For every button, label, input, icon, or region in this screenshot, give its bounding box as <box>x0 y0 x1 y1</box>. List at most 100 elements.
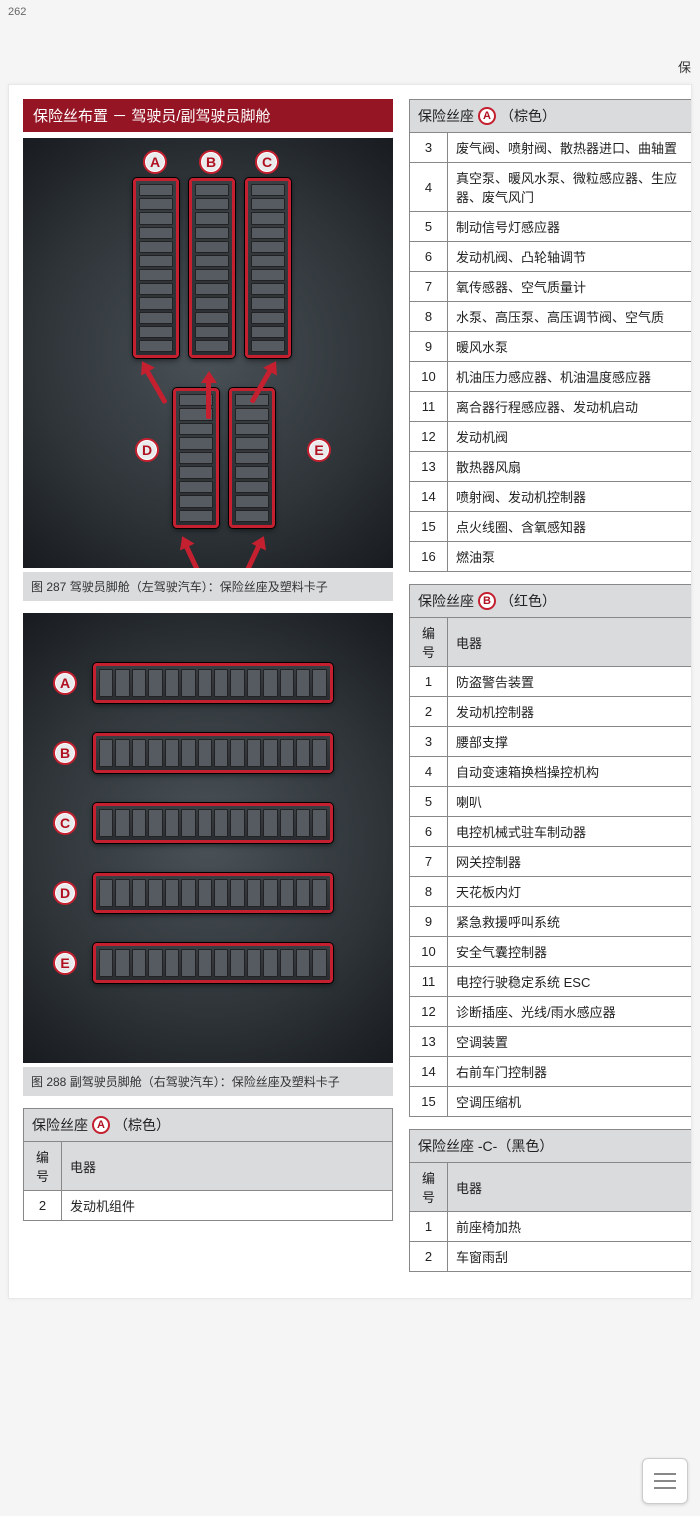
fuse-number: 6 <box>410 817 448 847</box>
col-header-device: 电器 <box>448 618 692 667</box>
fuse-number: 1 <box>410 1212 448 1242</box>
fuse-number: 4 <box>410 757 448 787</box>
table-row: 2发动机组件 <box>24 1191 393 1221</box>
badge-b-icon: B <box>478 592 496 610</box>
fuse-description: 电控机械式驻车制动器 <box>448 817 692 847</box>
fuse-description: 腰部支撑 <box>448 727 692 757</box>
menu-button[interactable] <box>642 1458 688 1504</box>
fuse-description: 散热器风扇 <box>448 452 692 482</box>
fuse-number: 13 <box>410 452 448 482</box>
page-number: 262 <box>0 0 700 24</box>
table-row: 13散热器风扇 <box>410 452 692 482</box>
fuse-description: 空调装置 <box>448 1027 692 1057</box>
section-title: 保险丝布置 － 驾驶员/副驾驶员脚舱 <box>23 99 393 132</box>
fuse-description: 制动信号灯感应器 <box>448 212 692 242</box>
figure-288: B8W-0012 <box>23 613 393 1063</box>
col-header-num: 编号 <box>410 618 448 667</box>
title-text: （红色） <box>500 591 556 611</box>
fuse-description: 天花板内灯 <box>448 877 692 907</box>
fuse-description: 前座椅加热 <box>448 1212 692 1242</box>
table-a-title: 保险丝座 A （棕色） <box>409 99 691 132</box>
hamburger-icon <box>654 1473 676 1475</box>
table-row: 6电控机械式驻车制动器 <box>410 817 692 847</box>
table-row: 15点火线圈、含氧感知器 <box>410 512 692 542</box>
fuse-description: 喷射阀、发动机控制器 <box>448 482 692 512</box>
label-b: B <box>53 741 77 765</box>
fuse-number: 5 <box>410 212 448 242</box>
figure-288-caption: 图 288 副驾驶员脚舱（右驾驶汽车）：保险丝座及塑料卡子 <box>23 1067 393 1096</box>
table-row: 5喇叭 <box>410 787 692 817</box>
fuse-description: 点火线圈、含氧感知器 <box>448 512 692 542</box>
table-row: 13空调装置 <box>410 1027 692 1057</box>
fuse-description: 电控行驶稳定系统 ESC <box>448 967 692 997</box>
fuse-description: 离合器行程感应器、发动机启动 <box>448 392 692 422</box>
fuse-number: 3 <box>410 133 448 163</box>
fuse-description: 右前车门控制器 <box>448 1057 692 1087</box>
fuse-description: 暖风水泵 <box>448 332 692 362</box>
label-c: C <box>255 150 279 174</box>
table-row: 6发动机阀、凸轮轴调节 <box>410 242 692 272</box>
fuse-description: 诊断插座、光线/雨水感应器 <box>448 997 692 1027</box>
fuse-table-b: 编号 电器 1防盗警告装置2发动机控制器3腰部支撑4自动变速箱换档操控机构5喇叭… <box>409 617 691 1117</box>
table-row: 2发动机控制器 <box>410 697 692 727</box>
fuse-description: 网关控制器 <box>448 847 692 877</box>
fuse-description: 燃油泵 <box>448 542 692 572</box>
table-row: 11离合器行程感应器、发动机启动 <box>410 392 692 422</box>
fuse-number: 8 <box>410 302 448 332</box>
label-a: A <box>143 150 167 174</box>
fuse-diagram-2: A B C D E <box>23 613 393 1063</box>
table-row: 10安全气囊控制器 <box>410 937 692 967</box>
table-b-title: 保险丝座 B （红色） <box>409 584 691 617</box>
figure-287: B8W-0011 <box>23 138 393 568</box>
fuse-number: 16 <box>410 542 448 572</box>
table-row: 4真空泵、暖风水泵、微粒感应器、生应器、废气风门 <box>410 163 692 212</box>
right-column: 保险丝座 A （棕色） 3废气阀、喷射阀、散热器进口、曲轴置4真空泵、暖风水泵、… <box>409 99 691 1284</box>
table-row: 12诊断插座、光线/雨水感应器 <box>410 997 692 1027</box>
fuse-diagram-1: A B C D E <box>23 138 393 568</box>
col-header-num: 编号 <box>410 1163 448 1212</box>
fuse-number: 15 <box>410 512 448 542</box>
label-d: D <box>53 881 77 905</box>
title-text: （棕色） <box>114 1115 170 1135</box>
label-c: C <box>53 811 77 835</box>
fuse-number: 11 <box>410 392 448 422</box>
fuse-description: 自动变速箱换档操控机构 <box>448 757 692 787</box>
fuse-description: 发动机阀、凸轮轴调节 <box>448 242 692 272</box>
fuse-description: 安全气囊控制器 <box>448 937 692 967</box>
badge-a-icon: A <box>92 1116 110 1134</box>
fuse-description: 发动机控制器 <box>448 697 692 727</box>
fuse-number: 15 <box>410 1087 448 1117</box>
fuse-number: 14 <box>410 1057 448 1087</box>
fuse-description: 氧传感器、空气质量计 <box>448 272 692 302</box>
fuse-number: 3 <box>410 727 448 757</box>
table-row: 10机油压力感应器、机油温度感应器 <box>410 362 692 392</box>
fuse-number: 1 <box>410 667 448 697</box>
hamburger-icon <box>654 1487 676 1489</box>
title-text: 保险丝座 <box>418 591 474 611</box>
fuse-table-a: 3废气阀、喷射阀、散热器进口、曲轴置4真空泵、暖风水泵、微粒感应器、生应器、废气… <box>409 132 691 572</box>
table-row: 1前座椅加热 <box>410 1212 692 1242</box>
fuse-number: 2 <box>24 1191 62 1221</box>
fuse-number: 8 <box>410 877 448 907</box>
left-fuse-table: 编号 电器 2发动机组件 <box>23 1141 393 1221</box>
fuse-number: 7 <box>410 847 448 877</box>
label-a: A <box>53 671 77 695</box>
label-e: E <box>307 438 331 462</box>
title-text: 保险丝座 -C-（黑色） <box>418 1136 553 1156</box>
header-right-crop: 保 <box>678 57 691 76</box>
label-e: E <box>53 951 77 975</box>
badge-a-icon: A <box>478 107 496 125</box>
title-text: （棕色） <box>500 106 556 126</box>
fuse-description: 车窗雨刮 <box>448 1242 692 1272</box>
table-row: 15空调压缩机 <box>410 1087 692 1117</box>
table-row: 14右前车门控制器 <box>410 1057 692 1087</box>
table-row: 11电控行驶稳定系统 ESC <box>410 967 692 997</box>
fuse-number: 6 <box>410 242 448 272</box>
fuse-description: 防盗警告装置 <box>448 667 692 697</box>
label-d: D <box>135 438 159 462</box>
fuse-description: 发动机阀 <box>448 422 692 452</box>
fuse-number: 9 <box>410 332 448 362</box>
label-b: B <box>199 150 223 174</box>
table-row: 16燃油泵 <box>410 542 692 572</box>
col-header-device: 电器 <box>448 1163 692 1212</box>
